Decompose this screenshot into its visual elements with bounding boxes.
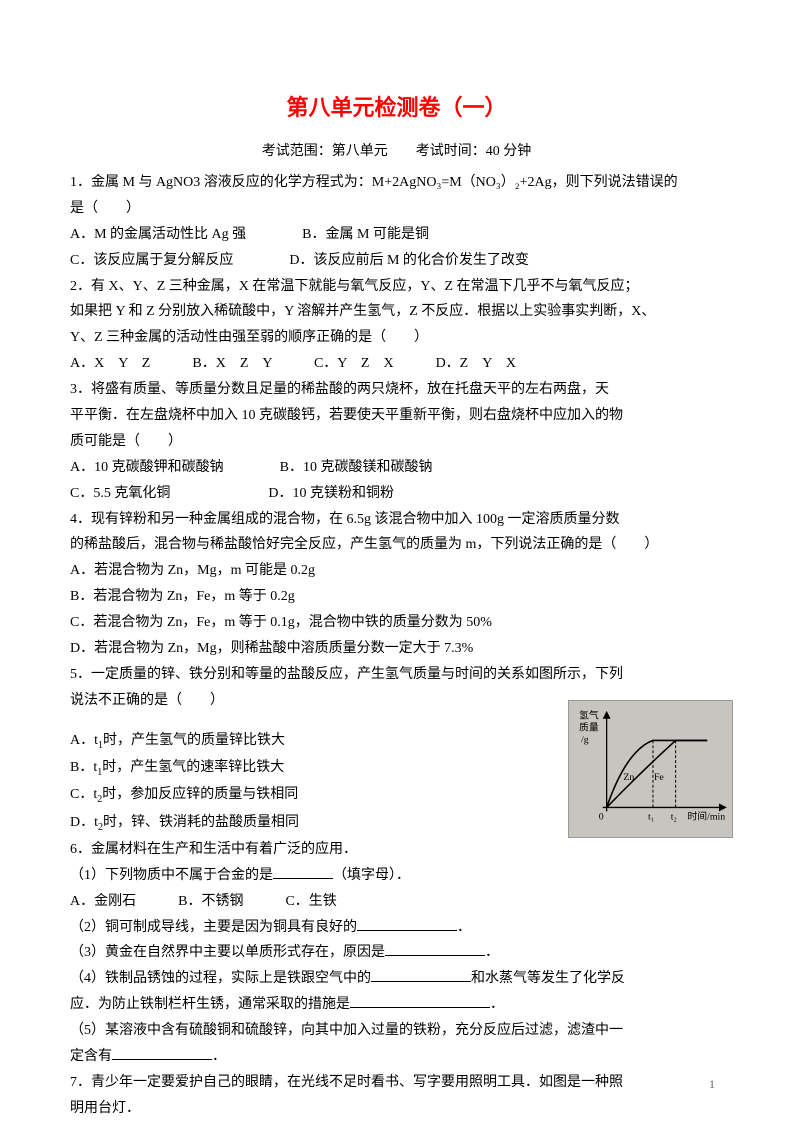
exam-time: 考试时间：40 分钟 xyxy=(416,144,532,159)
graph-fe-label: Fe xyxy=(654,772,664,783)
graph-y-arrow xyxy=(603,711,611,719)
q2-line2: 如果把 Y 和 Z 分别放入稀硫酸中，Y 溶解并产生氢气，Z 不反应．根据以上实… xyxy=(70,299,723,325)
q4-line2: 的稀盐酸后，混合物与稀盐酸恰好完全反应，产生氢气的质量为 m，下列说法正确的是（… xyxy=(70,532,723,558)
q3-line1: 3．将盛有质量、等质量分数且足量的稀盐酸的两只烧杯，放在托盘天平的左右两盘，天 xyxy=(70,377,723,403)
graph-t2: t₂ xyxy=(671,811,677,822)
q1-option-d: D．该反应前后 M 的化合价发生了改变 xyxy=(289,253,529,268)
q5-container: 5．一定质量的锌、铁分别和等量的盐酸反应，产生氢气质量与时间的关系如图所示，下列… xyxy=(70,662,723,837)
q6-2-pre: （2）铜可制成导线，主要是因为铜具有良好的 xyxy=(70,920,357,935)
q6-option-c: C．生铁 xyxy=(285,894,336,909)
q6-2-blank xyxy=(357,917,457,931)
q5-line1: 5．一定质量的锌、铁分别和等量的盐酸反应，产生氢气质量与时间的关系如图所示，下列 xyxy=(70,662,723,688)
q6-5-blank xyxy=(112,1046,212,1060)
graph-x-arrow xyxy=(719,803,727,811)
q5-c-pre: C．t xyxy=(70,787,97,802)
q2-line3: Y、Z 三种金属的活动性由强至弱的顺序正确的是（ ） xyxy=(70,325,723,351)
q2-option-c: C．Y Z X xyxy=(314,356,394,371)
q6-2-post: ． xyxy=(457,920,471,935)
q4-option-c: C．若混合物为 Zn，Fe，m 等于 0.1g，混合物中铁的质量分数为 50% xyxy=(70,610,723,636)
q6-4-l1-post: 和水蒸气等发生了化学反 xyxy=(471,971,625,986)
q5-graph: 氢气 质量 /g Zn Fe 0 t₁ t₂ 时间/min xyxy=(568,700,733,838)
page-title: 第八单元检测卷（一） xyxy=(70,90,723,122)
exam-range: 考试范围：第八单元 xyxy=(262,144,388,159)
q6-line1: 6．金属材料在生产和生活中有着广泛的应用． xyxy=(70,837,723,863)
q4-option-d: D．若混合物为 Zn，Mg，则稀盐酸中溶质质量分数一定大于 7.3% xyxy=(70,636,723,662)
q5-d-post: 时，锌、铁消耗的盐酸质量相同 xyxy=(103,815,299,830)
q1-option-a: A．M 的金属活动性比 Ag 强 xyxy=(70,227,246,242)
q1-option-b: B．金属 M 可能是铜 xyxy=(302,227,429,242)
q6-option-b: B．不锈钢 xyxy=(178,894,243,909)
q3-line2: 平平衡．在左盘烧杯中加入 10 克碳酸钙，若要使天平重新平衡，则右盘烧杯中应加入… xyxy=(70,403,723,429)
q6-4-l2-pre: 应．为防止铁制栏杆生锈，通常采取的措施是 xyxy=(70,997,350,1012)
page-number: 1 xyxy=(709,1077,715,1092)
q2-line1: 2．有 X、Y、Z 三种金属，X 在常温下就能与氧气反应，Y、Z 在常温下几乎不… xyxy=(70,274,723,300)
q6-3-post: ． xyxy=(485,945,499,960)
graph-zn-label: Zn xyxy=(623,772,634,783)
q1-stem-1: 1．金属 M 与 AgNO3 溶液反应的化学方程式为：M+2AgNO₃=M（NO… xyxy=(70,170,723,196)
q6-option-a: A．金刚石 xyxy=(70,894,136,909)
q7-line1: 7．青少年一定要爱护自己的眼睛，在光线不足时看书、写字要用照明工具．如图是一种照 xyxy=(70,1070,723,1096)
graph-ylabel2: 质量 xyxy=(579,721,599,733)
exam-meta: 考试范围：第八单元 考试时间：40 分钟 xyxy=(70,140,723,160)
q6-4-l2-post: ． xyxy=(490,997,504,1012)
q3-option-c: C．5.5 克氧化铜 xyxy=(70,486,170,501)
q4-option-a: A．若混合物为 Zn，Mg，m 可能是 0.2g xyxy=(70,558,723,584)
graph-t1: t₁ xyxy=(648,811,654,822)
q6-1-pre: （1）下列物质中不属于合金的是 xyxy=(70,868,273,883)
q6-4-blank1 xyxy=(371,968,471,982)
q1-stem-2: 是（ ） xyxy=(70,196,723,222)
q5-b-pre: B．t xyxy=(70,760,97,775)
q6-4-blank2 xyxy=(350,994,490,1008)
q4-option-b: B．若混合物为 Zn，Fe，m 等于 0.2g xyxy=(70,584,723,610)
q2-option-b: B．X Z Y xyxy=(192,356,272,371)
q2-option-a: A．X Y Z xyxy=(70,356,150,371)
graph-ylabel1: 氢气 xyxy=(579,709,599,722)
q6-5-l2-pre: 定含有 xyxy=(70,1049,112,1064)
q6-4-l1-pre: （4）铁制品锈蚀的过程，实际上是铁跟空气中的 xyxy=(70,971,371,986)
q6-1-blank xyxy=(273,865,333,879)
q5-a-pre: A．t xyxy=(70,733,98,748)
q4-line1: 4．现有锌粉和另一种金属组成的混合物，在 6.5g 该混合物中加入 100g 一… xyxy=(70,507,723,533)
q3-option-a: A．10 克碳酸钾和碳酸钠 xyxy=(70,460,224,475)
graph-svg: 氢气 质量 /g Zn Fe 0 t₁ t₂ 时间/min xyxy=(569,701,732,837)
q5-a-post: 时，产生氢气的质量锌比铁大 xyxy=(103,733,285,748)
graph-origin: 0 xyxy=(599,811,604,822)
q6-1-post: （填字母）． xyxy=(333,868,410,883)
q6-5-l2-post: ． xyxy=(212,1049,226,1064)
q7-line2: 明用台灯． xyxy=(70,1096,723,1122)
q5-b-post: 时，产生氢气的速率锌比铁大 xyxy=(102,760,284,775)
graph-xlabel: 时间/min xyxy=(687,809,725,822)
q3-option-d: D．10 克镁粉和铜粉 xyxy=(268,486,394,501)
q3-option-b: B．10 克碳酸镁和碳酸钠 xyxy=(280,460,433,475)
q1-option-c: C．该反应属于复分解反应 xyxy=(70,253,233,268)
graph-ylabel3: /g xyxy=(581,734,589,745)
q2-option-d: D．Z Y X xyxy=(436,356,516,371)
q5-c-post: 时，参加反应锌的质量与铁相同 xyxy=(102,787,298,802)
q6-5-l1: （5）某溶液中含有硫酸铜和硫酸锌，向其中加入过量的铁粉，充分反应后过滤，滤渣中一 xyxy=(70,1018,723,1044)
q6-3-blank xyxy=(385,942,485,956)
q6-3-pre: （3）黄金在自然界中主要以单质形式存在，原因是 xyxy=(70,945,385,960)
question-content: 1．金属 M 与 AgNO3 溶液反应的化学方程式为：M+2AgNO₃=M（NO… xyxy=(70,170,723,1122)
q3-line3: 质可能是（ ） xyxy=(70,429,723,455)
q5-d-pre: D．t xyxy=(70,815,98,830)
